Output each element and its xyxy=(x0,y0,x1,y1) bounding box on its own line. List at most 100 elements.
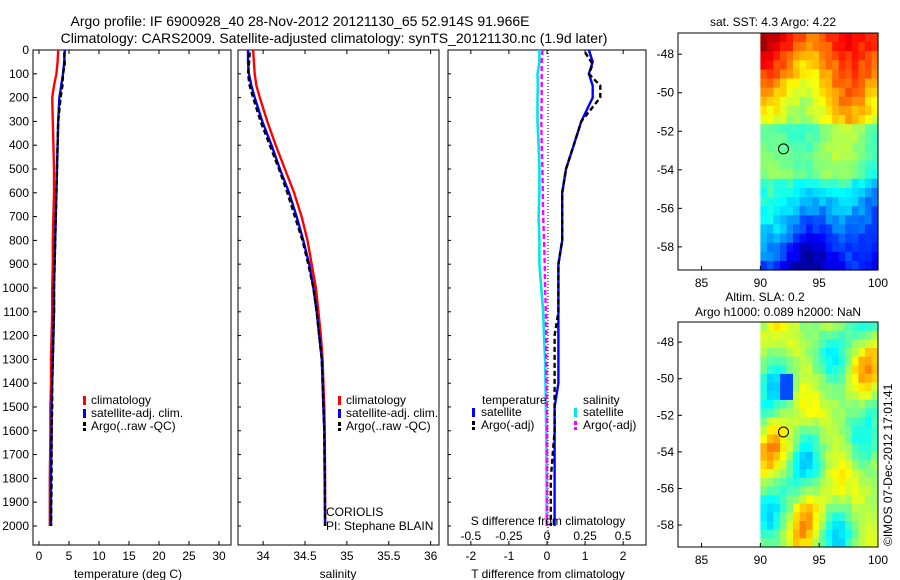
heatmap-cell xyxy=(766,538,774,548)
heatmap-cell xyxy=(766,42,774,52)
heatmap-cell xyxy=(819,425,827,436)
heatmap-cell xyxy=(851,142,859,153)
heatmap-cell xyxy=(812,51,820,61)
heatmap-cell xyxy=(780,197,788,207)
heatmap-cell xyxy=(806,443,814,453)
heatmap-cell xyxy=(780,365,788,375)
heatmap-cell xyxy=(780,512,788,522)
heatmap-cell xyxy=(819,151,827,162)
heatmap-cell xyxy=(793,391,801,401)
sst-heatmap xyxy=(760,33,879,271)
heatmap-cell xyxy=(760,142,768,153)
heatmap-cell xyxy=(806,124,814,134)
heatmap-cell xyxy=(832,260,840,271)
heatmap-cell xyxy=(786,251,794,262)
heatmap-cell xyxy=(819,434,827,444)
heatmap-cell xyxy=(832,339,840,349)
heatmap-cell xyxy=(760,425,768,436)
heatmap-cell xyxy=(819,521,827,531)
heatmap-cell xyxy=(773,521,781,531)
heatmap-cell xyxy=(864,495,872,505)
heatmap-cell xyxy=(780,460,788,470)
heatmap-cell xyxy=(786,373,794,384)
heatmap-cell xyxy=(838,51,846,61)
heatmap-cell xyxy=(766,451,774,462)
heatmap-cell xyxy=(780,486,788,496)
heatmap-cell xyxy=(858,469,866,479)
heatmap-cell xyxy=(799,477,807,488)
difference-panel: -2 -1 0 1 2 -0.5 -0.25 0 0.25 0.5 S difference f… xyxy=(447,49,647,580)
heatmap-cell xyxy=(812,78,820,89)
heatmap-cell xyxy=(838,408,846,418)
heatmap-cell xyxy=(832,69,840,80)
sla-map-panel: Altim. SLA: 0.2 Argo h1000: 0.089 h2000:… xyxy=(657,290,889,567)
legend-label-climatology: climatology xyxy=(91,393,151,407)
heatmap-cell xyxy=(760,169,768,180)
heatmap-cell xyxy=(773,399,781,410)
heatmap-cell xyxy=(773,69,781,80)
heatmap-cell xyxy=(786,105,794,116)
heatmap-cell xyxy=(864,330,872,340)
heatmap-cell xyxy=(793,60,801,70)
heatmap-cell xyxy=(845,434,853,444)
heatmap-cell xyxy=(799,373,807,384)
heatmap-cell xyxy=(838,356,846,366)
heatmap-cell xyxy=(760,373,768,384)
heatmap-cell xyxy=(845,242,853,253)
heatmap-cell xyxy=(786,399,794,410)
heatmap-cell xyxy=(793,188,801,198)
heatmap-cell xyxy=(760,391,768,401)
heatmap-cell xyxy=(773,469,781,479)
heatmap-cell xyxy=(793,242,801,253)
heatmap-cell xyxy=(845,391,853,401)
heatmap-cell xyxy=(871,512,879,522)
heatmap-cell xyxy=(825,69,833,80)
series-line-t-satellite xyxy=(553,49,594,526)
heatmap-cell xyxy=(871,87,879,98)
heatmap-cell xyxy=(799,339,807,349)
legend-label-s-satellite: satellite xyxy=(583,405,624,419)
y-tick-label: 1800 xyxy=(2,471,29,485)
heatmap-cell xyxy=(845,365,853,375)
heatmap-cell xyxy=(799,224,807,235)
heatmap-cell xyxy=(864,105,872,116)
heatmap-cell xyxy=(871,356,879,366)
heatmap-cell xyxy=(838,529,846,539)
heatmap-cell xyxy=(760,96,768,107)
heatmap-cell xyxy=(773,451,781,462)
x-tick-label: 15 xyxy=(122,549,136,563)
heatmap-cell xyxy=(806,78,814,89)
heatmap-cell xyxy=(760,382,768,392)
argo-location-marker xyxy=(778,426,789,438)
heatmap-cell xyxy=(780,417,788,427)
heatmap-cell xyxy=(851,417,859,427)
heatmap-cell xyxy=(851,339,859,349)
heatmap-cell xyxy=(806,451,814,462)
heatmap-cell xyxy=(799,188,807,198)
heatmap-cell xyxy=(832,151,840,162)
heatmap-cell xyxy=(780,322,788,332)
heatmap-cell xyxy=(864,87,872,98)
heatmap-cell xyxy=(806,169,814,180)
heatmap-cell xyxy=(851,495,859,505)
heatmap-cell xyxy=(864,408,872,418)
heatmap-cell xyxy=(832,251,840,262)
heatmap-cell xyxy=(871,443,879,453)
heatmap-cell xyxy=(845,538,853,548)
heatmap-cell xyxy=(851,434,859,444)
heatmap-cell xyxy=(799,233,807,244)
heatmap-cell xyxy=(799,33,807,43)
heatmap-cell xyxy=(812,142,820,153)
heatmap-cell xyxy=(871,142,879,153)
heatmap-cell xyxy=(793,33,801,43)
heatmap-cell xyxy=(773,538,781,548)
heatmap-cell xyxy=(819,512,827,522)
heatmap-cell xyxy=(780,87,788,98)
heatmap-cell xyxy=(799,417,807,427)
heatmap-cell xyxy=(766,382,774,392)
heatmap-cell xyxy=(799,434,807,444)
x-tick-label: 36 xyxy=(424,549,438,563)
heatmap-cell xyxy=(819,417,827,427)
heatmap-cell xyxy=(832,60,840,70)
heatmap-cell xyxy=(773,486,781,496)
